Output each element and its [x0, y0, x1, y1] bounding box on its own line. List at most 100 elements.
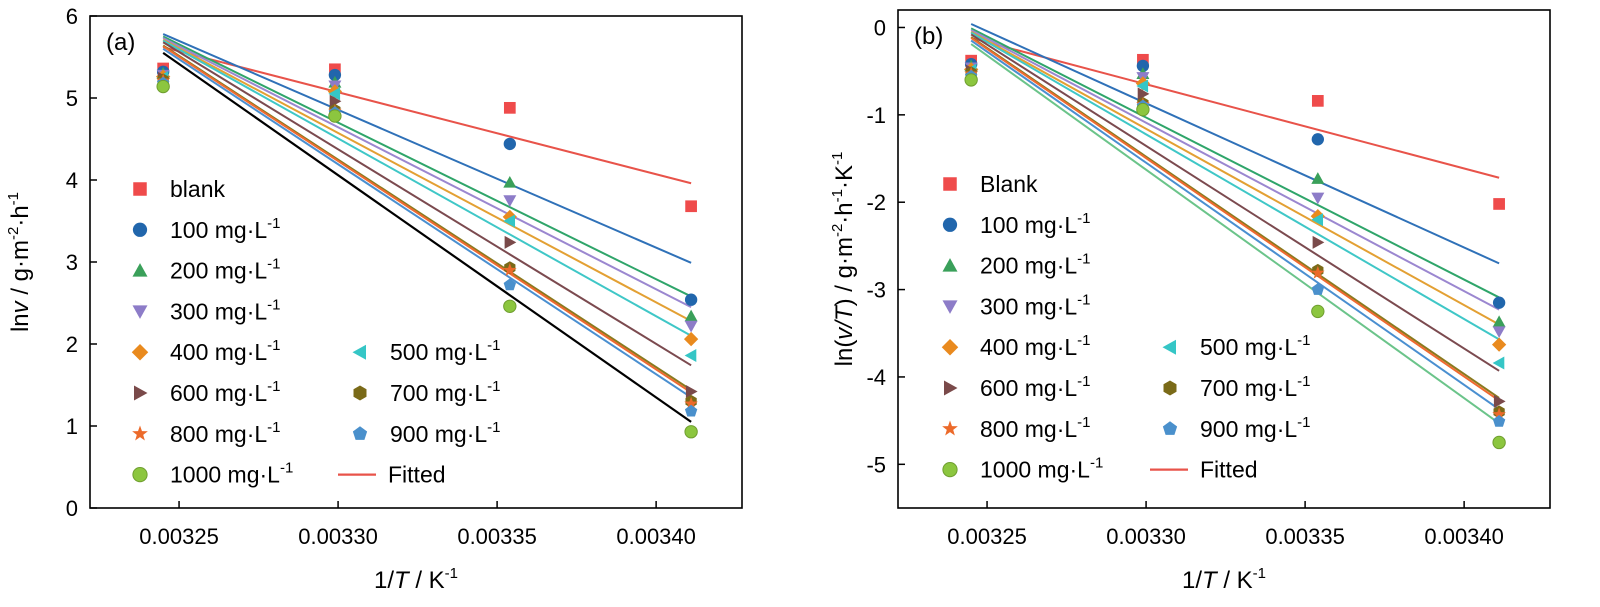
fit-line-10	[970, 39, 1500, 411]
legend-marker-3	[942, 258, 958, 272]
panel-label: (b)	[914, 23, 943, 50]
data-point-s2-p3	[1311, 133, 1324, 146]
data-point-s1-p4	[685, 200, 697, 213]
panel-label: (a)	[106, 29, 135, 56]
data-point-s11-p2	[328, 109, 342, 123]
y-tick-label: 5	[66, 86, 78, 111]
data-point-s9-p3	[1311, 265, 1325, 279]
legend-entry-8: 700 mg·L-1	[1163, 373, 1311, 401]
legend-entry-11: 1000 mg·L-1	[132, 460, 293, 488]
legend-fitted-label: Fitted	[1200, 457, 1258, 483]
fit-line-4	[970, 29, 1500, 311]
legend-marker-10	[352, 426, 368, 440]
legend-entry-10: 900 mg·L-1	[1162, 414, 1311, 442]
legend-marker-4	[942, 300, 958, 314]
legend-label-3: 200 mg·L-1	[980, 251, 1091, 279]
data-point-s10-p4	[1492, 415, 1506, 427]
legend-entry-7: 600 mg·L-1	[944, 373, 1091, 401]
legend-label-2: 100 mg·L-1	[170, 215, 281, 243]
fit-line-6	[970, 31, 1500, 341]
legend-label-9: 800 mg·L-1	[980, 414, 1091, 442]
legend-label-11: 1000 mg·L-1	[980, 455, 1103, 483]
legend-fitted-label: Fitted	[388, 462, 446, 488]
data-point-s7-p4	[1493, 394, 1506, 408]
data-point-s6-p4	[1492, 356, 1505, 370]
fit-line-2	[162, 33, 692, 264]
data-point-s6-p2	[328, 87, 341, 101]
y-tick-label: -5	[866, 452, 886, 477]
legend-marker-1	[133, 182, 147, 196]
x-tick-label: 0.00325	[947, 524, 1027, 549]
legend-label-9: 800 mg·L-1	[170, 419, 281, 447]
legend-marker-2	[942, 217, 958, 232]
legend-entry-fitted: Fitted	[1150, 457, 1258, 483]
legend-label-5: 400 mg·L-1	[170, 337, 281, 365]
legend-marker-7	[134, 385, 148, 401]
data-point-s2-p2	[328, 68, 342, 82]
legend-marker-10	[1162, 421, 1178, 435]
data-point-s9-p3	[503, 263, 517, 276]
y-tick-label: 4	[66, 168, 78, 193]
legend-marker-9	[132, 425, 148, 441]
x-axis-title: 1/T / K-1	[1182, 565, 1266, 594]
data-point-s11-p4	[1492, 435, 1506, 450]
legend-entry-10: 900 mg·L-1	[352, 419, 501, 447]
x-tick-label: 0.00330	[1106, 524, 1186, 549]
fit-line-3	[970, 27, 1500, 299]
legend-label-4: 300 mg·L-1	[170, 296, 281, 324]
legend-entry-9: 800 mg·L-1	[942, 414, 1091, 442]
legend-marker-2	[132, 222, 148, 237]
y-tick-label: 0	[66, 496, 78, 521]
fit-line-7	[970, 33, 1500, 372]
data-points	[964, 53, 1507, 450]
data-point-s11-p2	[1136, 102, 1150, 117]
legend-label-8: 700 mg·L-1	[1200, 373, 1311, 401]
legend-entry-8: 700 mg·L-1	[353, 378, 501, 406]
x-tick-label: 0.00340	[616, 524, 696, 549]
legend-entry-4: 300 mg·L-1	[942, 291, 1091, 319]
legend-entry-9: 800 mg·L-1	[132, 419, 281, 447]
y-axis-title: ln(v/T) / g·m-2·h-1·K-1	[829, 152, 858, 367]
legend-marker-6	[1162, 339, 1176, 355]
data-point-s3-p3	[503, 175, 517, 188]
x-tick-label: 0.00325	[139, 524, 219, 549]
legend-label-6: 500 mg·L-1	[390, 337, 501, 365]
data-point-s5-p4	[683, 331, 699, 347]
data-point-s9-p4	[1492, 407, 1506, 421]
legend-marker-8	[353, 385, 367, 401]
legend-label-7: 600 mg·L-1	[980, 373, 1091, 401]
legend-entry-5: 400 mg·L-1	[131, 337, 281, 365]
data-point-s3-p4	[1492, 315, 1506, 328]
legend-entry-11: 1000 mg·L-1	[942, 455, 1103, 483]
panel-a: 0.00325 0.00330 0.00335 0.00340 0 1 2 3 4 5 6 1/T /…	[5, 4, 743, 594]
legend-label-2: 100 mg·L-1	[980, 210, 1091, 238]
fit-line-9	[162, 45, 692, 394]
data-point-s4-p3	[1311, 192, 1325, 205]
data-point-s7-p2	[1137, 87, 1150, 101]
data-point-s5-p4	[1491, 337, 1507, 352]
legend-entry-3: 200 mg·L-1	[942, 251, 1091, 279]
data-point-s11-p1	[156, 79, 170, 94]
legend-marker-3	[132, 263, 148, 277]
legend-entry-2: 100 mg·L-1	[942, 210, 1091, 238]
x-tick-label: 0.00335	[1265, 524, 1345, 549]
y-tick-label: 0	[874, 15, 886, 40]
data-point-s10-p4	[684, 404, 698, 417]
data-point-s4-p3	[503, 195, 517, 207]
legend-label-5: 400 mg·L-1	[980, 332, 1091, 360]
legend-entry-6: 500 mg·L-1	[1162, 332, 1311, 360]
data-point-s4-p4	[1492, 326, 1506, 339]
legend-label-11: 1000 mg·L-1	[170, 460, 293, 488]
data-point-s6-p4	[684, 348, 697, 362]
fit-line-5	[162, 38, 692, 322]
data-point-s11-p1	[964, 73, 978, 87]
fit-line-3	[162, 35, 692, 298]
legend-entry-7: 600 mg·L-1	[134, 378, 281, 406]
data-point-s7-p3	[1312, 235, 1325, 249]
legend-label-7: 600 mg·L-1	[170, 378, 281, 406]
legend-label-10: 900 mg·L-1	[1200, 414, 1311, 442]
data-point-s3-p4	[684, 309, 698, 322]
fit-line-4	[162, 37, 692, 308]
y-tick-label: -1	[866, 103, 886, 128]
